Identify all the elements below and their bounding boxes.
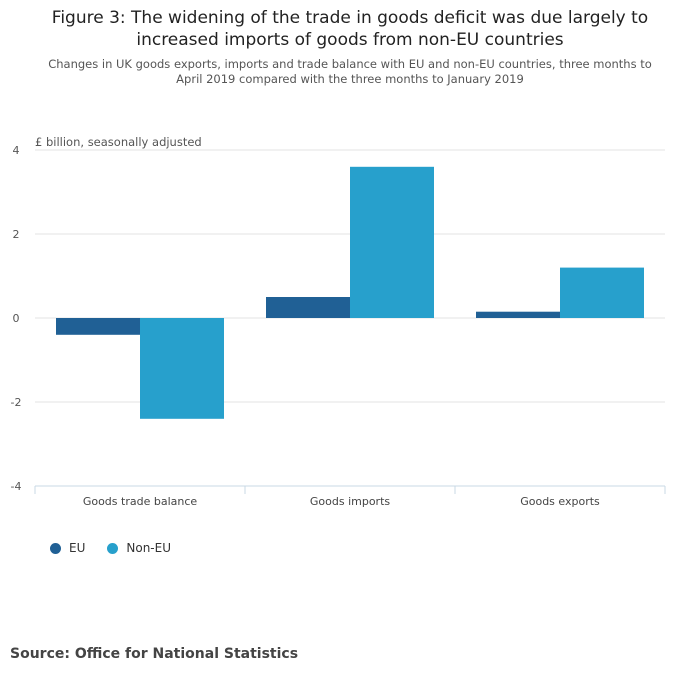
legend-swatch-non-eu <box>107 542 119 554</box>
legend-label-eu: EU <box>69 541 86 555</box>
chart-subtitle: Changes in UK goods exports, imports and… <box>48 57 652 86</box>
legend-swatch-eu <box>50 542 61 554</box>
legend-label-non-eu: Non-EU <box>126 541 171 555</box>
bar-eu <box>266 297 350 318</box>
y-tick-label: -2 <box>11 396 22 409</box>
y-axis-label: £ billion, seasonally adjusted <box>35 135 202 149</box>
bar-chart: -4 -2 0 2 4 £ billion, seasonally adjusted Goo… <box>11 135 666 508</box>
bar-non-eu <box>350 166 434 318</box>
bar-eu <box>476 311 560 318</box>
x-tick-label: Goods trade balance <box>83 495 198 508</box>
legend: EU Non-EU <box>50 541 193 555</box>
y-tick-label: 0 <box>13 312 20 325</box>
chart-title: Figure 3: The widening of the trade in g… <box>51 8 649 50</box>
x-tick-label: Goods imports <box>310 495 391 508</box>
y-tick-label: 2 <box>13 228 20 241</box>
legend-item-eu[interactable]: EU <box>50 541 85 555</box>
y-tick-label: -4 <box>11 480 22 493</box>
bar-eu <box>56 318 140 335</box>
bar-non-eu <box>140 318 224 419</box>
source-note: Source: Office for National Statistics <box>10 646 299 662</box>
x-tick-label: Goods exports <box>520 495 600 508</box>
y-tick-label: 4 <box>13 144 20 157</box>
legend-item-non-eu[interactable]: Non-EU <box>107 541 171 555</box>
bar-non-eu <box>560 267 644 318</box>
